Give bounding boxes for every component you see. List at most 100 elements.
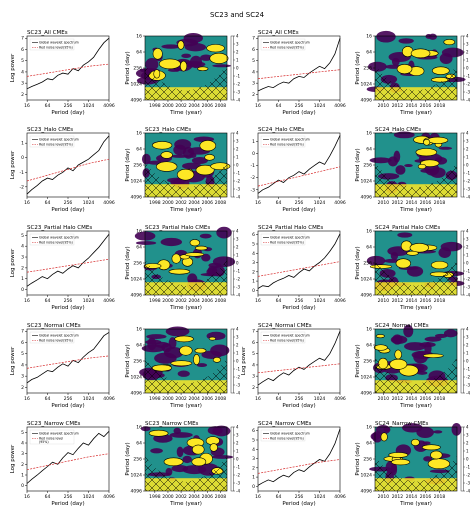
low-power-region [145,339,162,345]
cone-of-influence [145,161,227,197]
low-power-region [391,57,400,66]
x-tick-label: 2006 [202,103,214,109]
panel-title: SC24_Partial Halo CMEs [258,225,323,231]
colorbar-tick-label: -1 [236,465,240,470]
colorbar-tick-label: -3 [466,481,470,486]
panel-title: SC23_Halo CMEs [145,127,191,133]
x-tick-label: 256 [295,103,304,109]
panel-title: SC24_Partial Halo CMEs [375,225,440,231]
significant-power-contour [427,136,449,144]
colorbar-tick-label: -3 [236,285,240,290]
significant-power-contour [208,336,216,341]
low-power-region [211,455,234,459]
significant-power-contour [395,258,411,269]
colorbar-tick-label: 2 [466,441,469,446]
significant-power-contour [409,242,429,253]
x-tick-label: 64 [45,200,51,206]
x-axis-label: Period (day) [51,403,84,409]
x-tick-label: 1998 [149,298,161,304]
colorbar-tick-label: -2 [466,473,470,478]
colorbar-tick-label: -1 [236,367,240,372]
x-tick-label: 16 [255,494,261,500]
spectrum-line [26,37,110,90]
y-tick-label: 1024 [361,375,373,381]
x-tick-label: 64 [45,298,51,304]
colorbar-tick-label: 3 [236,433,239,438]
legend-spectrum-label: Global wavelet spectrum [39,334,79,338]
low-power-region [423,456,433,462]
y-tick-label: 64 [366,343,372,349]
panel-title: SC24_Halo CMEs [258,127,304,133]
y-tick-label: 4096 [361,98,373,104]
low-power-region [443,329,458,338]
legend-spectrum-label: Global wavelet spectrum [270,138,310,142]
colorbar-tick-label: 3 [466,237,469,242]
legend-spectrum-label: Global wavelet spectrum [270,236,310,240]
significant-power-contour [417,163,427,170]
colorbar-tick-label: 3 [236,237,239,242]
x-axis-label: Time (year) [399,501,432,507]
low-power-region [165,326,190,337]
colorbar-tick-label: 3 [236,42,239,47]
y-tick-label: 1024 [131,82,143,88]
colorbar-tick-label: 0 [466,261,469,266]
x-tick-label: 16 [24,298,30,304]
rednoise-line [26,355,110,369]
legend-box [29,331,75,344]
colorbar-tick-label: 2 [466,50,469,55]
low-power-region [212,425,231,437]
significant-power-contour [209,443,218,452]
significant-power-contour [209,52,229,64]
x-tick-label: 2014 [406,494,418,500]
significant-power-contour [174,335,194,343]
x-tick-label: 2004 [188,396,200,402]
colorbar-tick-label: -2 [466,277,470,282]
y-tick-label: 2 [252,385,255,391]
x-tick-label: 4096 [103,298,115,304]
y-tick-label: -2 [20,184,25,190]
colorbar-tick-label: -3 [466,285,470,290]
colorbar [460,35,464,101]
significant-power-contour [170,360,193,367]
y-tick-label: 6 [252,232,255,238]
significant-power-contour [422,353,444,358]
x-tick-label: 2012 [392,396,404,402]
x-tick-label: 4096 [334,494,346,500]
colorbar-tick-label: -2 [236,179,240,184]
y-tick-label: 4096 [131,98,143,104]
low-power-region [191,156,208,164]
y-tick-label: 64 [136,147,142,153]
legend-rednoise-label: Red noise level(95%) [39,241,73,245]
significant-power-contour [176,168,195,181]
x-tick-label: 2002 [175,298,187,304]
cone-of-influence [375,455,457,491]
x-tick-label: 2012 [392,200,404,206]
colorbar-tick-label: 0 [466,163,469,168]
wavelet-panel: 2010 2012 2014 2016 2018166425610244096Time … [355,30,470,116]
x-tick-label: 2002 [175,396,187,402]
spectrum-line [257,38,341,92]
colorbar-tick-label: 2 [236,147,239,152]
rednoise-line [257,459,341,474]
x-tick-label: 2006 [202,494,214,500]
x-axis-label: Time (year) [169,403,202,409]
y-tick-label: 256 [363,163,372,169]
colorbar-tick-label: -4 [236,391,240,396]
x-tick-label: 2016 [420,396,432,402]
x-tick-label: 2014 [406,396,418,402]
legend-spectrum-label: Global wavelet spectrum [39,138,79,142]
legend-box [260,38,306,51]
x-axis-label: Time (year) [399,207,432,213]
y-tick-label: 1024 [131,375,143,381]
y-tick-label: 0 [21,483,24,489]
x-tick-label: 2016 [420,298,432,304]
y-tick-label: 64 [366,441,372,447]
colorbar-tick-label: 0 [466,66,469,71]
x-tick-label: 256 [64,396,73,402]
x-tick-label: 2010 [378,298,390,304]
colorbar-tick-label: 4 [236,229,239,234]
colorbar-tick-label: 0 [236,66,239,71]
y-tick-label: 3 [252,456,255,462]
